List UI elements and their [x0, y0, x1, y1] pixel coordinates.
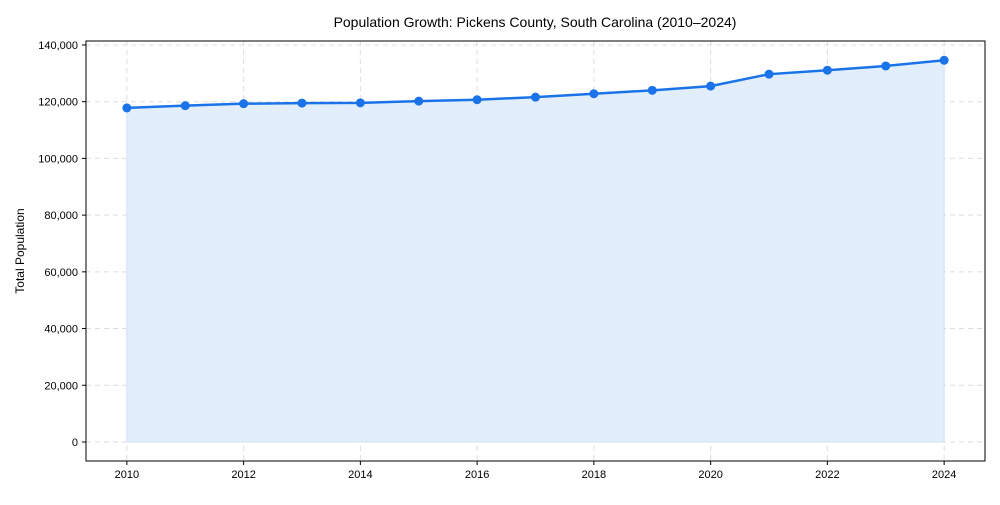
data-point — [414, 96, 424, 106]
data-point — [531, 92, 540, 102]
data-point — [881, 61, 891, 71]
series-points — [122, 55, 949, 113]
area-fill — [126, 59, 945, 443]
x-tick-label: 2020 — [698, 469, 722, 481]
data-point — [239, 99, 249, 109]
x-tick-label: 2012 — [231, 469, 255, 481]
x-tick-label: 2024 — [932, 469, 956, 481]
data-point — [764, 69, 774, 79]
chart-title: Population Growth: Pickens County, South… — [334, 14, 737, 30]
y-tick-label: 120,000 — [38, 97, 78, 109]
data-point — [180, 101, 190, 111]
y-tick-label: 0 — [72, 437, 78, 449]
x-axis: 2010 2012 2014 2016 2018 2020 2022 2024 — [115, 461, 956, 481]
x-tick-label: 2010 — [115, 469, 139, 481]
data-point — [589, 89, 599, 99]
data-point — [472, 95, 482, 105]
x-tick-label: 2022 — [815, 469, 839, 481]
y-tick-label: 100,000 — [38, 153, 78, 165]
y-tick-label: 80,000 — [44, 210, 78, 222]
x-tick-label: 2016 — [465, 469, 489, 481]
y-tick-label: 40,000 — [44, 324, 78, 336]
data-point — [939, 55, 949, 65]
data-point — [297, 98, 307, 108]
data-point — [706, 81, 716, 91]
y-tick-label: 140,000 — [38, 40, 78, 52]
data-point — [647, 85, 657, 95]
x-tick-label: 2018 — [582, 469, 606, 481]
data-point — [822, 65, 832, 75]
data-point — [122, 103, 132, 113]
y-axis: 0 20,000 40,000 60,000 80,000 100,000 120,000 1… — [38, 40, 86, 449]
y-tick-label: 20,000 — [44, 380, 78, 392]
plot-frame — [85, 40, 986, 462]
y-axis-label: Total Population — [13, 208, 27, 293]
y-tick-label: 60,000 — [44, 267, 78, 279]
x-tick-label: 2014 — [348, 469, 372, 481]
data-point — [355, 98, 365, 108]
